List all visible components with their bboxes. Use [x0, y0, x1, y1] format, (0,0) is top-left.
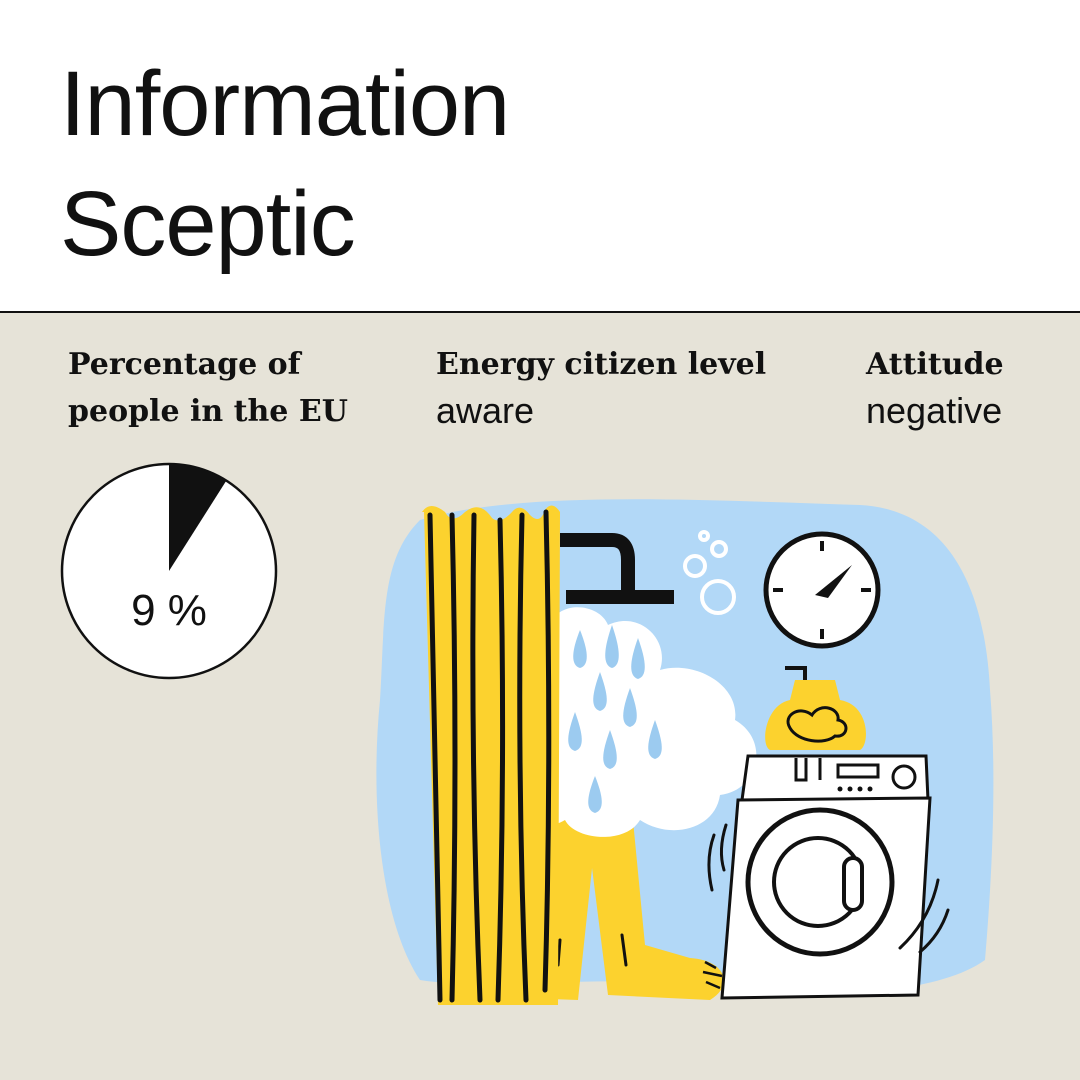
right-leg — [585, 810, 724, 1000]
toes — [702, 960, 723, 990]
shower-pipe — [560, 533, 635, 592]
pie-slice — [169, 464, 227, 571]
share-value: 9 % — [131, 586, 207, 635]
share-label-line-1: Percentage of — [68, 347, 301, 382]
shower-curtain — [422, 505, 560, 1005]
leg-lines — [556, 933, 628, 967]
detergent-bottle-icon — [765, 680, 866, 750]
shower-head-icon — [566, 590, 674, 604]
washer-knob — [891, 764, 917, 790]
clock-ticks — [773, 541, 871, 639]
curtain-stripes — [427, 509, 552, 1003]
share-label-line-2: people in the EU — [68, 394, 348, 429]
washer-display — [836, 763, 880, 779]
washer-drawer — [794, 758, 822, 782]
share-pie-chart — [60, 462, 278, 680]
page-title-line-1: Information — [60, 53, 510, 155]
header: Information Sceptic — [0, 0, 1080, 313]
level-label: Energy citizen level — [436, 347, 767, 382]
washer-buttons — [837, 786, 873, 792]
level-value: aware — [436, 390, 535, 431]
page-title-line-2: Sceptic — [60, 173, 356, 275]
attitude-value: negative — [866, 390, 1003, 431]
washer-handle — [842, 856, 864, 912]
bottle-pump — [785, 666, 807, 680]
water-drops — [568, 625, 662, 813]
bottle-label — [786, 706, 848, 743]
clock-hands — [815, 565, 852, 598]
bubbles — [683, 530, 736, 615]
attitude-label: Attitude — [866, 347, 1004, 382]
shower-and-washing-machine-illustration — [376, 499, 994, 1005]
shake-lines — [707, 823, 950, 954]
